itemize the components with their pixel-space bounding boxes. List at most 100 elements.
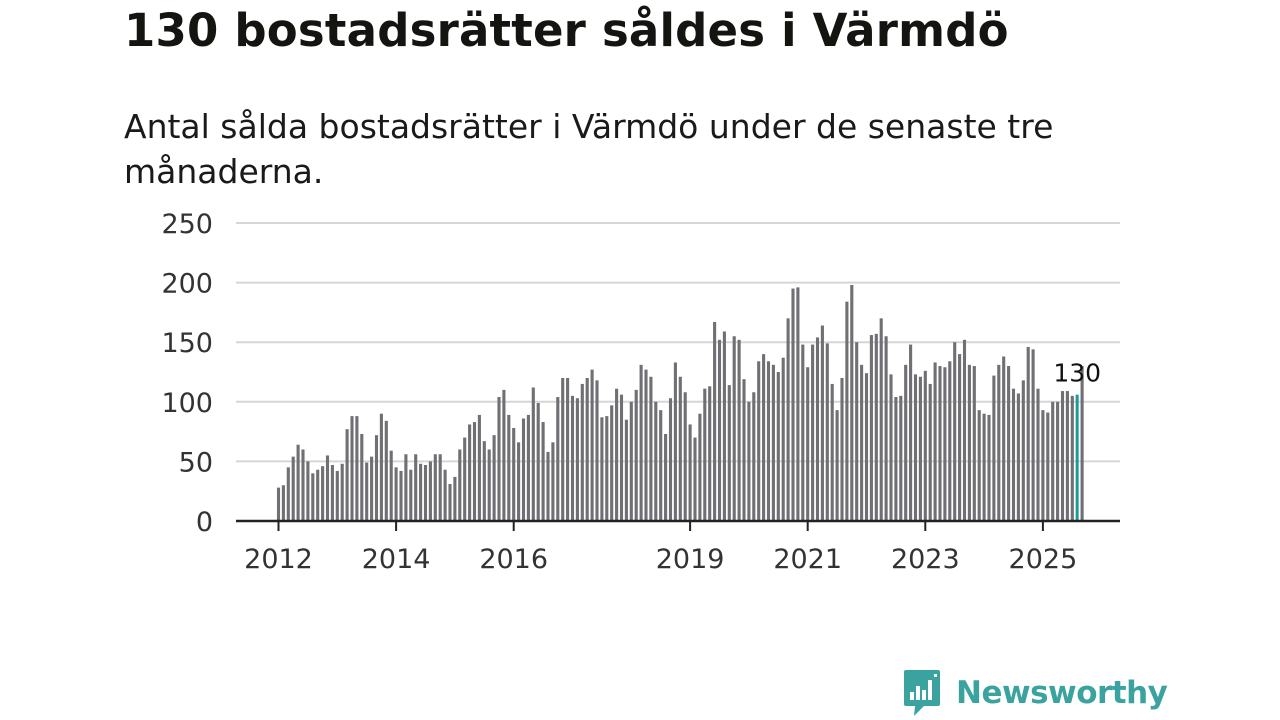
bar [997, 364, 1001, 521]
bar [384, 420, 388, 521]
bar [325, 455, 330, 521]
newsworthy-logo: Newsworthy [902, 668, 1168, 718]
bar [551, 442, 555, 521]
bar [360, 433, 364, 521]
bar [855, 342, 859, 521]
bar [512, 428, 516, 521]
y-tick-label: 150 [161, 328, 213, 359]
bar [521, 418, 526, 521]
bar [752, 392, 756, 521]
bar [468, 424, 472, 521]
bar [639, 364, 643, 521]
bar [933, 362, 937, 521]
bar [860, 364, 864, 521]
bar [428, 461, 432, 521]
bar [776, 372, 780, 521]
y-tick-label: 200 [161, 269, 213, 300]
x-tick-label: 2012 [244, 544, 313, 575]
bar [668, 398, 673, 521]
bar [918, 376, 922, 521]
bar [629, 401, 633, 521]
bar [355, 416, 359, 521]
y-tick-label: 0 [196, 507, 213, 538]
bar [958, 354, 962, 521]
bar [404, 454, 408, 521]
grid-lines [236, 222, 1120, 463]
bar [1056, 401, 1060, 521]
bar [394, 467, 398, 521]
bar [913, 374, 918, 521]
bar [683, 392, 687, 521]
bar [688, 424, 692, 521]
bar [664, 433, 668, 521]
bar [943, 367, 947, 521]
bar [463, 437, 467, 521]
bar [894, 397, 898, 521]
bar [306, 461, 310, 521]
bar [502, 389, 506, 521]
bar [316, 469, 320, 521]
bar [556, 397, 560, 521]
bar [972, 366, 976, 521]
bar [806, 367, 810, 521]
bar-chart: 0 50 100 150 200 250 2012 2014 2016 2019 2021 2023… [161, 209, 1120, 575]
bar [801, 344, 805, 521]
bar [742, 379, 746, 521]
bar [698, 413, 702, 521]
bar [811, 344, 815, 521]
bar [1021, 380, 1025, 521]
bar [948, 361, 952, 521]
bar [330, 464, 334, 521]
bar [771, 364, 775, 521]
bar [693, 437, 697, 521]
bar [634, 389, 638, 521]
bar [899, 395, 903, 521]
bar [962, 339, 967, 521]
bar [879, 318, 883, 521]
bar [321, 466, 325, 521]
bar [443, 469, 447, 521]
x-tick-label: 2023 [891, 544, 960, 575]
bar [977, 410, 981, 521]
bar [619, 394, 624, 521]
bar [967, 364, 971, 521]
bar [786, 318, 790, 521]
bar [570, 395, 575, 521]
bar [909, 344, 913, 521]
bar [423, 464, 428, 521]
bar [610, 405, 614, 521]
bar [1070, 395, 1074, 521]
bar [850, 284, 854, 521]
bar [1046, 412, 1050, 521]
bar [605, 416, 609, 521]
bar [840, 377, 844, 521]
newsworthy-logo-text: Newsworthy [956, 675, 1168, 711]
bar [492, 435, 496, 521]
bar [580, 383, 584, 521]
bar [649, 376, 653, 521]
bar [374, 435, 379, 521]
bar-highlight [1075, 394, 1079, 521]
page-title: 130 bostadsrätter såldes i Värmdö [124, 4, 1009, 57]
bar [615, 388, 619, 521]
bar [1041, 410, 1045, 521]
bar [286, 467, 290, 521]
bar [419, 463, 423, 521]
x-tick-label: 2019 [656, 544, 725, 575]
bar [923, 370, 927, 521]
x-tick-label: 2016 [479, 544, 548, 575]
bar [703, 388, 707, 521]
bar [575, 398, 579, 521]
bar [296, 444, 300, 521]
bar [869, 335, 873, 521]
bar [507, 414, 511, 521]
bar [301, 449, 305, 521]
bar [953, 342, 957, 521]
bar [889, 374, 893, 521]
bar [874, 333, 878, 521]
y-tick-label: 250 [161, 209, 213, 240]
bar [458, 449, 462, 521]
bar [1036, 388, 1040, 521]
bar [864, 373, 869, 521]
bar [311, 473, 315, 521]
